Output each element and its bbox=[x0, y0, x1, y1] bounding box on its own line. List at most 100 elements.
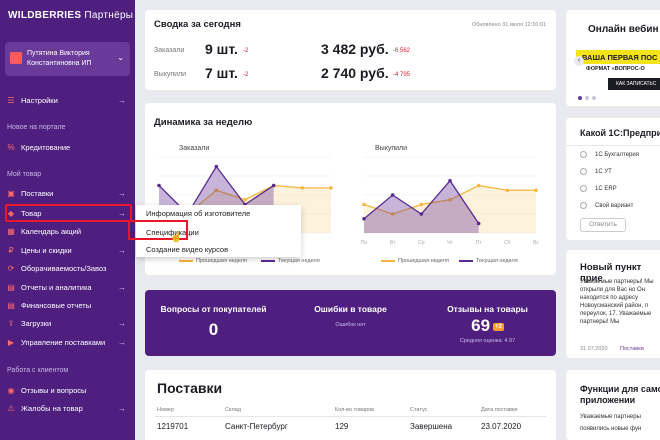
sidebar-item-label: Цены и скидки bbox=[21, 245, 72, 255]
webinar-promo[interactable]: Онлайн вебин ВАША ПЕРВАЯ ПОС ФОРМАТ «ВОП… bbox=[566, 10, 660, 106]
menu-item-specifications[interactable]: Спецификации bbox=[146, 228, 199, 237]
data-point bbox=[448, 197, 452, 202]
radio-icon[interactable] bbox=[580, 168, 587, 175]
errors-sub: Ошибок нет bbox=[335, 322, 366, 328]
errors-block[interactable]: Ошибки в товаре Ошибок нет bbox=[282, 290, 419, 356]
promo-signup-button[interactable]: КАК ЗАПИСАТЬС bbox=[608, 78, 660, 90]
buyouts-count: 7 шт. bbox=[205, 65, 238, 81]
questions-block[interactable]: Вопросы от покупателей 0 bbox=[145, 290, 282, 356]
sidebar-item-finance[interactable]: ▤ Финансовые отчеты bbox=[0, 297, 135, 313]
news-card[interactable]: Новый пункт прие Уважаемые партнеры! Мы … bbox=[566, 250, 660, 358]
data-point bbox=[534, 188, 538, 193]
sidebar-item-label: Календарь акций bbox=[21, 226, 82, 236]
reviews-block[interactable]: Отзывы на товары 69 +2 Средняя оценка: 4.… bbox=[419, 290, 556, 356]
news-title: Новый пункт прие bbox=[580, 262, 642, 284]
arrow-right-icon: → bbox=[118, 282, 126, 292]
arrow-right-icon: → bbox=[118, 188, 126, 198]
legend-cur: Текущая неделя bbox=[261, 258, 320, 264]
weekly-title: Динамика за неделю bbox=[154, 117, 253, 128]
arrow-left-icon[interactable]: ‹ bbox=[574, 56, 584, 66]
data-point bbox=[390, 212, 395, 216]
section-portal: Новое на портале bbox=[7, 124, 66, 131]
col-quantity: Кол-во товаров bbox=[335, 407, 375, 413]
sidebar-item-goods[interactable]: ◆ Товар → bbox=[0, 205, 135, 221]
radio-icon[interactable] bbox=[580, 202, 587, 209]
poll-option[interactable]: 1С УТ bbox=[580, 168, 612, 175]
menu-item-video-courses[interactable]: Создание видео курсов bbox=[146, 245, 229, 254]
buyouts-sum-delta: -4 795 bbox=[393, 72, 411, 78]
arrow-right-icon: → bbox=[118, 245, 126, 255]
highlight-frame bbox=[128, 220, 188, 240]
reviews-sub: Средняя оценка: 4.97 bbox=[459, 338, 516, 344]
legend-swatch bbox=[261, 260, 275, 262]
functions-card[interactable]: Функции для само приложении Уважаемые па… bbox=[566, 370, 660, 440]
menu-item-manufacturer[interactable]: Информация об изготовителе bbox=[146, 209, 251, 218]
functions-text: Уважаемые партнеры bbox=[580, 414, 641, 420]
carousel-dots bbox=[578, 96, 596, 100]
arrow-right-icon: → bbox=[118, 208, 126, 218]
cursor-icon: ☝ bbox=[170, 232, 183, 243]
radio-icon[interactable] bbox=[580, 185, 587, 192]
user-card[interactable]: Путятина Виктория Константиновна ИП ⌄ bbox=[5, 42, 130, 76]
sidebar-item-prices[interactable]: ₽ Цены и скидки → bbox=[0, 242, 135, 258]
sidebar-item-uploads[interactable]: ⇪ Загрузки → bbox=[0, 315, 135, 331]
poll-option[interactable]: Свой вариант bbox=[580, 202, 633, 209]
col-number: Номер bbox=[157, 407, 174, 413]
poll-title: Какой 1С:Предпри bbox=[580, 128, 660, 138]
legend-prev: Прошедшая неделя bbox=[179, 258, 247, 264]
sidebar-item-supply-mgmt[interactable]: ▶ Управление поставками → bbox=[0, 334, 135, 350]
legend-swatch bbox=[381, 260, 395, 262]
cell-number[interactable]: 1219701 bbox=[157, 422, 189, 431]
news-date: 31.07.2020 bbox=[580, 346, 608, 352]
data-point bbox=[419, 202, 424, 207]
col-date: Дата поставки bbox=[481, 407, 518, 413]
poll-option[interactable]: 1С ERP bbox=[580, 185, 617, 192]
sidebar-item-reports[interactable]: ▤ Отчеты и аналитика → bbox=[0, 279, 135, 295]
chevron-down-icon[interactable]: ⌄ bbox=[117, 53, 124, 62]
goods-submenu: Информация об изготовителе Спецификации … bbox=[136, 205, 301, 257]
radio-icon[interactable] bbox=[580, 151, 587, 158]
orders-sum: 3 482 руб. bbox=[321, 41, 389, 57]
avatar bbox=[10, 52, 22, 64]
buyouts-label: Выкупили bbox=[154, 71, 187, 78]
sidebar-item-label: Жалобы на товар bbox=[21, 403, 83, 413]
upload-icon: ⇪ bbox=[7, 318, 15, 328]
carousel-dot[interactable] bbox=[592, 96, 596, 100]
data-point bbox=[419, 212, 424, 216]
news-tag[interactable]: Поставки bbox=[620, 346, 644, 352]
functions-text: появились новые фун bbox=[580, 426, 642, 432]
sidebar-item-label: Поставки bbox=[21, 188, 54, 198]
sidebar-item-supplies[interactable]: ▣ Поставки → bbox=[0, 185, 135, 201]
legend-swatch bbox=[459, 260, 473, 262]
orders-label: Заказали bbox=[154, 47, 185, 54]
brand-logo[interactable]: WILDBERRIES Партнёры bbox=[8, 10, 133, 21]
sidebar-item-credit[interactable]: % Кредитование bbox=[0, 139, 135, 155]
buyouts-chart: Пн Вт Ср Чт Пт Сб Вс bbox=[361, 156, 539, 246]
data-point bbox=[362, 202, 366, 207]
sidebar-item-reviews[interactable]: ◉ Отзывы и вопросы bbox=[0, 382, 135, 398]
promo-title: Онлайн вебин bbox=[588, 24, 659, 35]
sidebar-item-settings[interactable]: ☰ Настройки → bbox=[0, 92, 135, 108]
sidebar-item-turnover[interactable]: ⟳ Оборачиваемость/Завоз bbox=[0, 260, 135, 276]
poll-answer-button[interactable]: Ответить bbox=[580, 218, 626, 232]
data-point bbox=[214, 188, 219, 193]
legend-prev: Прошедшая неделя bbox=[381, 258, 449, 264]
data-point bbox=[157, 183, 161, 188]
cell-date: 23.07.2020 bbox=[481, 422, 522, 431]
promo-banner[interactable]: ВАША ПЕРВАЯ ПОС ФОРМАТ «ВОПРОС-О КАК ЗАП… bbox=[572, 48, 660, 95]
questions-value: 0 bbox=[208, 320, 219, 339]
functions-title: Функции для само приложении bbox=[580, 384, 660, 405]
section-clients: Работа с клиентом bbox=[7, 367, 69, 374]
sidebar-item-complaints[interactable]: ⚠ Жалобы на товар → bbox=[0, 400, 135, 416]
data-point bbox=[271, 183, 276, 188]
data-point bbox=[243, 197, 247, 202]
series-area bbox=[364, 185, 536, 233]
reviews-badge: +2 bbox=[493, 322, 504, 331]
col-warehouse: Склад bbox=[225, 407, 241, 413]
carousel-dot[interactable] bbox=[578, 96, 582, 100]
poll-option[interactable]: 1С Бухгалтерия bbox=[580, 151, 639, 158]
sidebar-item-calendar[interactable]: ▦ Календарь акций bbox=[0, 223, 135, 239]
orders-sum-delta: -6 562 bbox=[393, 48, 411, 54]
carousel-dot[interactable] bbox=[585, 96, 589, 100]
sidebar-item-label: Финансовые отчеты bbox=[21, 300, 92, 310]
